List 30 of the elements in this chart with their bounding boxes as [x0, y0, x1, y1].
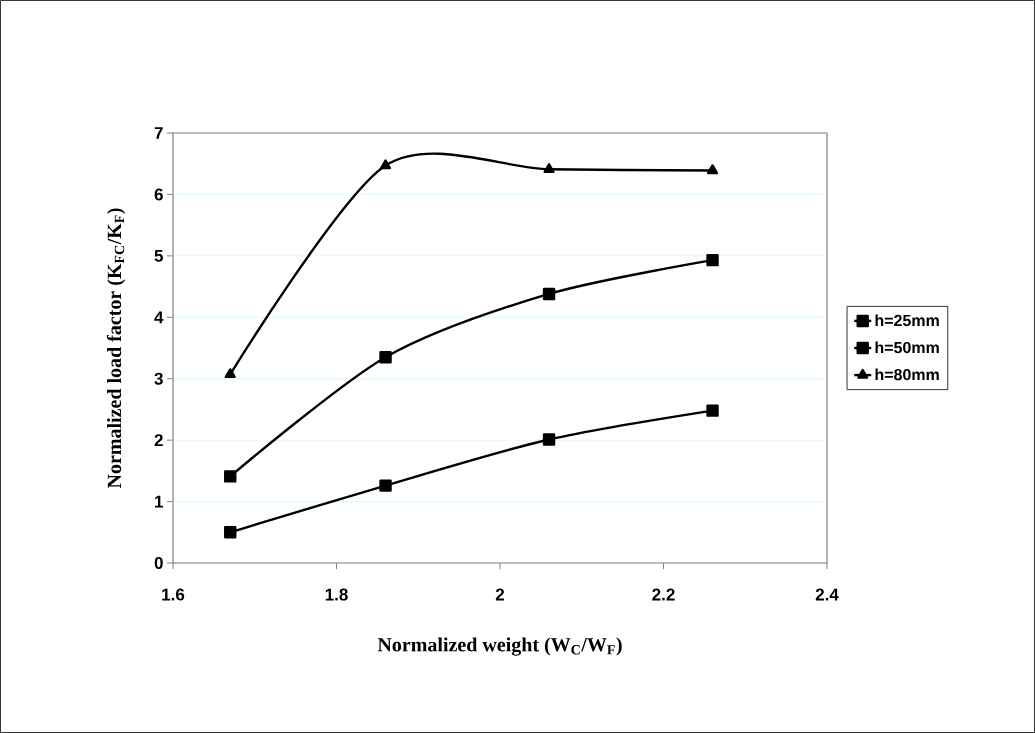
y-tick-label: 1 — [155, 495, 164, 508]
point — [224, 470, 237, 483]
point — [542, 287, 556, 301]
legend-label: h=80mm — [875, 368, 939, 381]
point — [706, 404, 719, 417]
point — [379, 351, 392, 364]
y-tick-label: 4 — [154, 311, 164, 324]
x-tick-label: 2.2 — [652, 588, 675, 601]
point — [224, 526, 237, 539]
x-tick-label: 2.4 — [815, 588, 839, 601]
y-axis-title: Normalized load factor (K$_{FC}$/K$_{F}$) — [106, 208, 126, 489]
x-tick-label: 1.6 — [162, 588, 185, 601]
point — [543, 163, 555, 173]
legend-label: h=25mm — [875, 314, 939, 327]
y-tick-label: 3 — [154, 372, 163, 385]
point — [380, 159, 392, 170]
y-tick-label: 0 — [154, 556, 163, 570]
x-tick-label: 1.8 — [325, 588, 348, 601]
y-tick-label: 6 — [154, 188, 163, 201]
x-tick-label: 2 — [495, 588, 505, 601]
point — [542, 433, 556, 446]
point — [224, 368, 236, 379]
point — [706, 253, 719, 267]
point — [379, 479, 392, 492]
y-tick-label: 5 — [154, 249, 164, 262]
x-axis-title: Normalized weight (W$_{C}$/W$_{F}$) — [377, 637, 622, 656]
y-tick-label: 7 — [154, 127, 163, 139]
point — [707, 164, 719, 175]
legend-label: h=50mm — [875, 341, 939, 354]
y-tick-label: 2 — [154, 434, 163, 447]
